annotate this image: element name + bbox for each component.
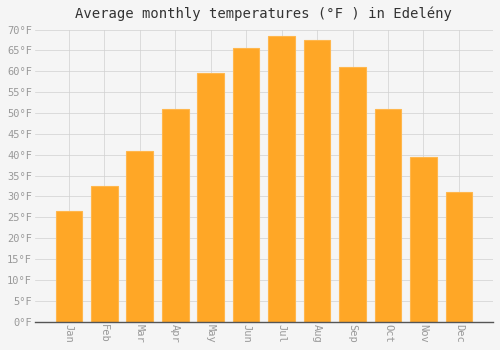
- Bar: [446, 192, 472, 322]
- Bar: [304, 40, 330, 322]
- Bar: [339, 67, 366, 322]
- Bar: [410, 157, 437, 322]
- Title: Average monthly temperatures (°F ) in Edelény: Average monthly temperatures (°F ) in Ed…: [76, 7, 452, 21]
- Bar: [374, 109, 402, 322]
- Bar: [162, 109, 188, 322]
- Bar: [268, 36, 295, 322]
- Bar: [233, 48, 260, 322]
- Bar: [56, 211, 82, 322]
- Bar: [126, 150, 153, 322]
- Bar: [91, 186, 118, 322]
- Bar: [198, 74, 224, 322]
